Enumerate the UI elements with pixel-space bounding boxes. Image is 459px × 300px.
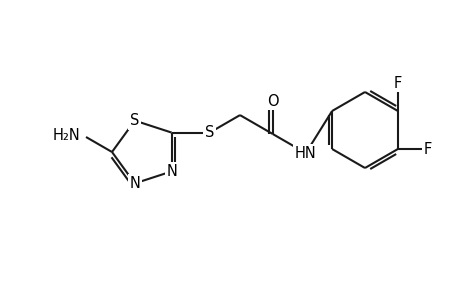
Text: S: S <box>130 113 139 128</box>
Text: F: F <box>393 76 401 91</box>
Text: N: N <box>166 164 177 179</box>
Text: F: F <box>423 142 431 157</box>
Text: H₂N: H₂N <box>52 128 80 142</box>
Text: S: S <box>205 125 214 140</box>
Text: N: N <box>129 176 140 191</box>
Text: O: O <box>267 94 278 109</box>
Text: HN: HN <box>294 146 316 160</box>
